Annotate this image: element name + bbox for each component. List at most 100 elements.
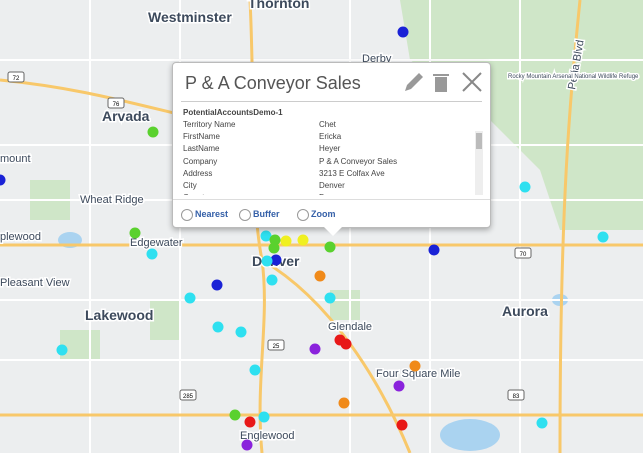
field-value: Ericka xyxy=(319,132,342,142)
popup-title: P & A Conveyor Sales xyxy=(185,73,361,93)
place-label: plewood xyxy=(0,231,41,243)
place-label: mount xyxy=(0,153,31,165)
account-marker xyxy=(266,274,278,286)
water xyxy=(58,232,568,451)
parks xyxy=(30,0,643,360)
account-marker xyxy=(241,439,253,451)
popup-tools[interactable] xyxy=(399,71,489,95)
account-marker xyxy=(147,126,159,138)
account-marker xyxy=(280,235,292,247)
account-marker xyxy=(269,234,281,246)
account-marker xyxy=(235,326,247,338)
tool-button[interactable]: Buffer xyxy=(253,209,280,219)
account-marker xyxy=(129,227,141,239)
account-marker xyxy=(397,26,409,38)
account-marker xyxy=(229,409,241,421)
place-label: Glendale xyxy=(328,321,372,333)
tool-button[interactable]: Zoom xyxy=(311,209,336,219)
account-marker xyxy=(396,419,408,431)
account-marker xyxy=(519,181,531,193)
field-row: Territory Name Chet xyxy=(183,119,473,131)
place-label: Aurora xyxy=(502,303,548,319)
tool-icon xyxy=(239,209,251,221)
account-marker xyxy=(297,234,309,246)
shield xyxy=(7,71,25,83)
account-marker xyxy=(261,255,273,267)
account-marker xyxy=(409,360,421,372)
field-name: Territory Name xyxy=(183,120,236,129)
account-marker xyxy=(393,380,405,392)
account-marker xyxy=(324,241,336,253)
account-marker xyxy=(258,411,270,423)
popup-footer: Nearest Buffer Zoom xyxy=(173,199,490,228)
field-row: City Denver xyxy=(183,180,473,192)
tool-icon xyxy=(297,209,309,221)
shield xyxy=(179,389,197,401)
account-marker xyxy=(211,279,223,291)
field-value: Chet xyxy=(319,120,336,129)
field-name: FirstName xyxy=(183,132,220,142)
account-marker xyxy=(212,321,224,333)
account-marker xyxy=(314,270,326,282)
account-marker xyxy=(184,292,196,304)
shield-label: 76 xyxy=(113,102,120,108)
account-marker xyxy=(56,344,68,356)
account-marker xyxy=(270,254,282,266)
shield xyxy=(507,389,525,401)
shield-label: 70 xyxy=(520,252,527,258)
shield-label: 25 xyxy=(273,344,280,350)
tool-icon xyxy=(181,209,193,221)
place-label: Thornton xyxy=(248,0,309,11)
field-value: Denver xyxy=(319,180,345,190)
account-marker xyxy=(146,248,158,260)
account-marker xyxy=(249,364,261,376)
place-label: Rocky Mountain Arsenal National Wildlife… xyxy=(508,74,639,80)
field-value: Heyer xyxy=(319,144,341,154)
shield-label: 285 xyxy=(183,394,194,400)
field-row: LastName Heyer xyxy=(183,143,473,155)
account-marker xyxy=(309,343,321,355)
tool-button[interactable]: Nearest xyxy=(195,209,229,219)
shield xyxy=(107,97,125,109)
place-label: Wheat Ridge xyxy=(80,194,144,206)
account-marker xyxy=(597,231,609,243)
account-marker xyxy=(244,416,256,428)
field-row: FirstName Ericka xyxy=(183,131,473,143)
place-label: Arvada xyxy=(102,108,150,124)
account-marker xyxy=(268,242,280,254)
account-marker xyxy=(260,230,272,242)
field-value: P & A Conveyor Sales xyxy=(319,156,398,166)
account-marker xyxy=(338,397,350,409)
place-label: Lakewood xyxy=(85,307,153,323)
shield-label: 83 xyxy=(513,394,520,400)
account-marker xyxy=(536,417,548,429)
field-name: County xyxy=(183,192,319,195)
shield xyxy=(267,339,285,351)
account-marker xyxy=(324,292,336,304)
scrollbar[interactable] xyxy=(475,131,483,195)
place-label: Pleasant View xyxy=(0,277,70,289)
account-marker xyxy=(0,174,6,186)
field-value: 3213 E Colfax Ave xyxy=(319,168,385,178)
account-marker xyxy=(428,244,440,256)
field-name: City xyxy=(183,180,197,190)
place-label: Westminster xyxy=(148,9,232,25)
shield-label: 72 xyxy=(13,76,20,82)
place-label: Edgewater xyxy=(130,237,183,249)
field-row: Address 3213 E Colfax Ave xyxy=(183,168,473,180)
field-name: LastName xyxy=(183,144,220,154)
field-value: Denver xyxy=(319,192,345,195)
account-marker xyxy=(340,338,352,350)
place-label: Four Square Mile xyxy=(376,368,460,380)
field-name: Company xyxy=(183,156,218,166)
popup-body: PotentialAccountsDemo-1 Territory Name Ch… xyxy=(183,107,473,195)
field-row: CountyDenver xyxy=(183,192,473,195)
layer-name: PotentialAccountsDemo-1 xyxy=(183,108,283,117)
popup: P & A Conveyor Sales PotentialAccountsDe… xyxy=(172,62,491,236)
field-name: Address xyxy=(183,168,213,178)
place-label: Englewood xyxy=(240,430,294,442)
field-row: Company P & A Conveyor Sales xyxy=(183,156,473,168)
